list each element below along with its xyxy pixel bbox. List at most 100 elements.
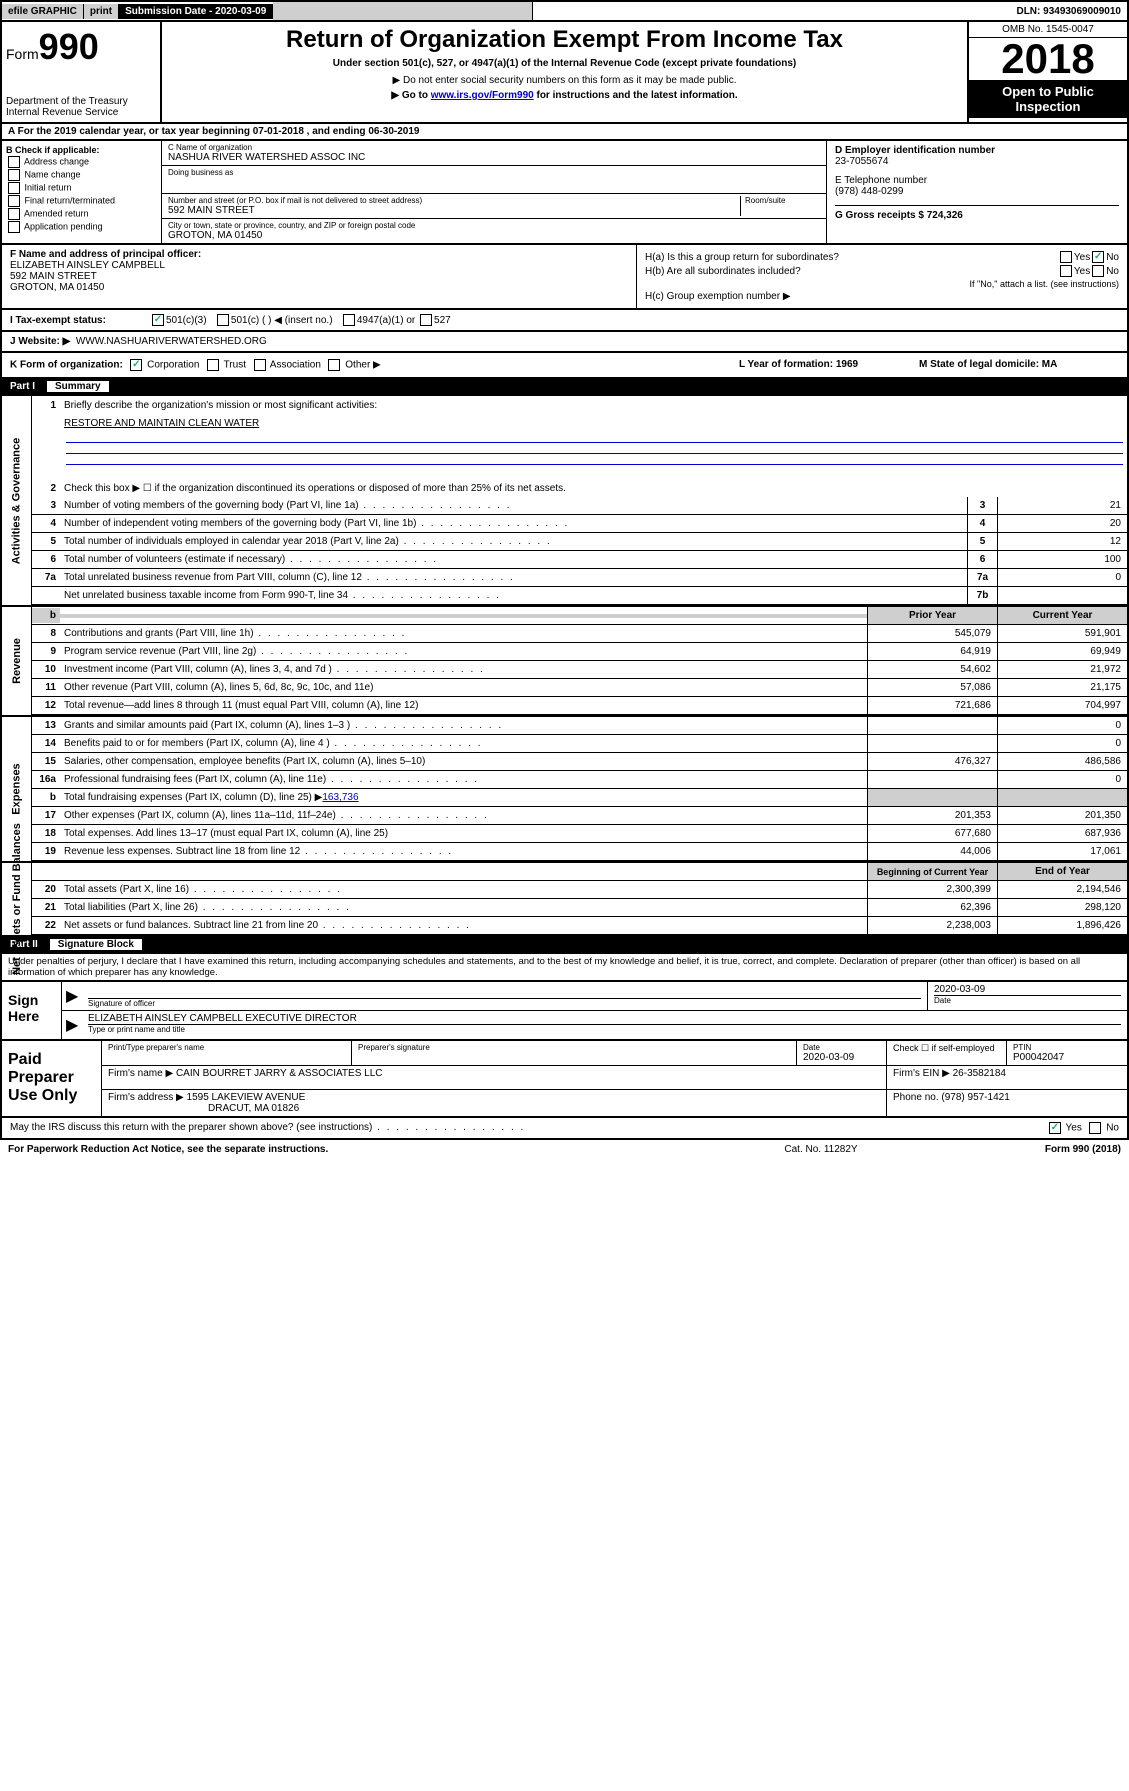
line9-text: Program service revenue (Part VIII, line… <box>60 644 867 659</box>
line7a-val: 0 <box>997 569 1127 586</box>
i-label: I Tax-exempt status: <box>10 315 150 326</box>
line11-cur: 21,175 <box>997 679 1127 696</box>
line16a-cur: 0 <box>997 771 1127 788</box>
blank-field <box>273 2 533 20</box>
line6-val: 100 <box>997 551 1127 568</box>
line15-cur: 486,586 <box>997 753 1127 770</box>
line16b-text: Total fundraising expenses (Part IX, col… <box>60 790 867 805</box>
chk-other[interactable] <box>328 359 340 371</box>
officer-city: GROTON, MA 01450 <box>10 282 628 293</box>
sig-date-value: 2020-03-09 <box>934 984 1121 995</box>
hb-yes[interactable] <box>1060 265 1072 277</box>
discuss-yes[interactable]: ✓ <box>1049 1122 1061 1134</box>
prep-date-value: 2020-03-09 <box>803 1052 880 1063</box>
perjury-text: Under penalties of perjury, I declare th… <box>0 954 1129 982</box>
line16b-link[interactable]: 163,736 <box>322 792 358 803</box>
chk-trust[interactable] <box>207 359 219 371</box>
arrow-icon2: ▶ <box>62 1011 82 1039</box>
efile-button[interactable]: efile GRAPHIC <box>2 4 84 19</box>
line18-prior: 677,680 <box>867 825 997 842</box>
k-label: K Form of organization: <box>10 360 123 371</box>
form990-link[interactable]: www.irs.gov/Form990 <box>431 90 534 101</box>
net-vlabel: Net Assets or Fund Balances <box>11 823 23 975</box>
gov-vlabel: Activities & Governance <box>11 437 23 564</box>
note2-pre: ▶ Go to <box>391 90 430 101</box>
no-text2: No <box>1106 266 1119 277</box>
line5-val: 12 <box>997 533 1127 550</box>
chk-amended[interactable]: Amended return <box>6 208 157 220</box>
opt-4947: 4947(a)(1) or <box>357 315 415 326</box>
note2-post: for instructions and the latest informat… <box>534 90 738 101</box>
column-c: C Name of organizationNASHUA RIVER WATER… <box>162 141 827 243</box>
chk-4947[interactable] <box>343 314 355 326</box>
opt-501c3: 501(c)(3) <box>166 315 207 326</box>
prep-name-label: Print/Type preparer's name <box>108 1043 345 1052</box>
self-emp-label[interactable]: Check ☐ if self-employed <box>887 1041 1007 1065</box>
gross-receipts: G Gross receipts $ 724,326 <box>835 205 1119 221</box>
yes-text: Yes <box>1074 252 1090 263</box>
chk-address[interactable]: Address change <box>6 156 157 168</box>
ha-label: H(a) Is this a group return for subordin… <box>645 252 1058 263</box>
form-title: Return of Organization Exempt From Incom… <box>172 26 957 54</box>
mission-text: RESTORE AND MAINTAIN CLEAN WATER <box>60 416 1127 431</box>
footer-mid: Cat. No. 11282Y <box>721 1144 921 1155</box>
paid-preparer-block: Paid Preparer Use Only Print/Type prepar… <box>0 1041 1129 1118</box>
line4-val: 20 <box>997 515 1127 532</box>
discuss-no[interactable] <box>1089 1122 1101 1134</box>
line20-text: Total assets (Part X, line 16) <box>60 882 867 897</box>
chk-527[interactable] <box>420 314 432 326</box>
line4-text: Number of independent voting members of … <box>60 516 967 531</box>
line14-cur: 0 <box>997 735 1127 752</box>
line11-prior: 57,086 <box>867 679 997 696</box>
chk-corp[interactable]: ✓ <box>130 359 142 371</box>
sig-name-value: ELIZABETH AINSLEY CAMPBELL EXECUTIVE DIR… <box>88 1013 1121 1024</box>
line7a-text: Total unrelated business revenue from Pa… <box>60 570 967 585</box>
print-button[interactable]: print <box>84 4 119 19</box>
line5-text: Total number of individuals employed in … <box>60 534 967 549</box>
line20-prior: 2,300,399 <box>867 881 997 898</box>
tax-year: 2018 <box>969 38 1127 80</box>
chk-assoc[interactable] <box>254 359 266 371</box>
ha-yes[interactable] <box>1060 251 1072 263</box>
line21-cur: 298,120 <box>997 899 1127 916</box>
ha-no[interactable]: ✓ <box>1092 251 1104 263</box>
expenses-section: Expenses 13Grants and similar amounts pa… <box>0 717 1129 863</box>
form-header: Form990 Department of the Treasury Inter… <box>0 22 1129 124</box>
chk-501c[interactable] <box>217 314 229 326</box>
hb-no[interactable] <box>1092 265 1104 277</box>
line8-cur: 591,901 <box>997 625 1127 642</box>
line17-text: Other expenses (Part IX, column (A), lin… <box>60 808 867 823</box>
line9-cur: 69,949 <box>997 643 1127 660</box>
firm-phone-value: (978) 957-1421 <box>941 1092 1009 1103</box>
firm-name-value: CAIN BOURRET JARRY & ASSOCIATES LLC <box>176 1068 383 1079</box>
ptin-value: P00042047 <box>1013 1052 1121 1063</box>
line16a-text: Professional fundraising fees (Part IX, … <box>60 772 867 787</box>
yes-text2: Yes <box>1074 266 1090 277</box>
street-label: Number and street (or P.O. box if mail i… <box>168 196 740 205</box>
part1-header: Part I Summary <box>0 379 1129 396</box>
chk-pending[interactable]: Application pending <box>6 221 157 233</box>
line13-prior <box>867 717 997 734</box>
part1-title: Summary <box>47 381 109 392</box>
tel-label: E Telephone number <box>835 175 1119 186</box>
footer-left: For Paperwork Reduction Act Notice, see … <box>8 1144 721 1155</box>
tel-value: (978) 448-0299 <box>835 186 1119 197</box>
line3-text: Number of voting members of the governin… <box>60 498 967 513</box>
yes-text3: Yes <box>1066 1123 1082 1134</box>
line17-prior: 201,353 <box>867 807 997 824</box>
chk-final[interactable]: Final return/terminated <box>6 195 157 207</box>
chk-initial[interactable]: Initial return <box>6 182 157 194</box>
street-value: 592 MAIN STREET <box>168 205 740 216</box>
name-label: C Name of organization <box>168 143 820 152</box>
firm-ein-value: 26-3582184 <box>953 1068 1006 1079</box>
f-label: F Name and address of principal officer: <box>10 249 628 260</box>
l-year: L Year of formation: 1969 <box>739 359 919 371</box>
opt-assoc: Association <box>270 360 321 371</box>
line16a-prior <box>867 771 997 788</box>
chk-name[interactable]: Name change <box>6 169 157 181</box>
chk-501c3[interactable]: ✓ <box>152 314 164 326</box>
room-label: Room/suite <box>745 196 820 205</box>
line22-cur: 1,896,426 <box>997 917 1127 934</box>
part1-num: Part I <box>10 381 43 392</box>
line21-text: Total liabilities (Part X, line 26) <box>60 900 867 915</box>
